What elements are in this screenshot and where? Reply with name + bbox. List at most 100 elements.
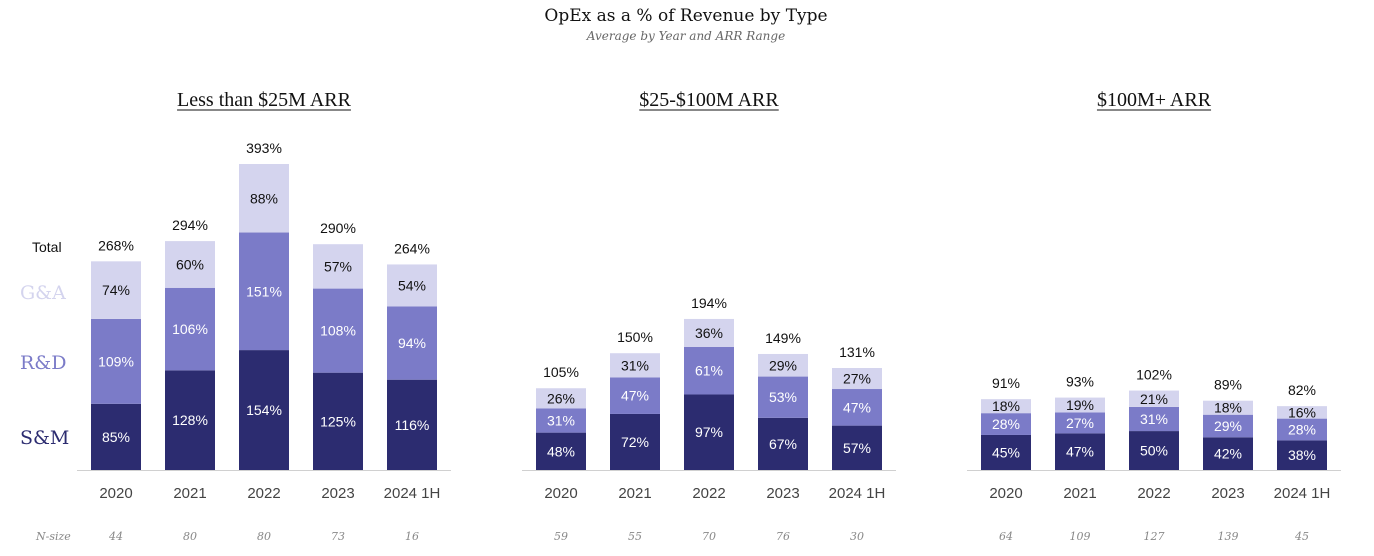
data-label-randd: 28% <box>992 416 1020 432</box>
bar-ganda <box>1277 406 1327 419</box>
data-label-ganda: 60% <box>176 256 204 272</box>
bar-sandm <box>313 372 363 470</box>
bar-sandm <box>1055 433 1105 470</box>
bar-sandm <box>832 425 882 470</box>
bar-sandm <box>610 413 660 470</box>
total-label: 82% <box>1288 382 1316 398</box>
bar-randd <box>387 306 437 380</box>
bar-sandm <box>536 432 586 470</box>
data-label-randd: 27% <box>1066 415 1094 431</box>
bar-sandm <box>165 370 215 470</box>
data-label-ganda: 57% <box>324 258 352 274</box>
bar-ganda <box>165 241 215 288</box>
chart-title: OpEx as a % of Revenue by Type <box>544 6 827 26</box>
data-label-randd: 47% <box>843 399 871 415</box>
total-label: 393% <box>246 140 282 156</box>
total-label: 91% <box>992 375 1020 391</box>
x-tick-label: 2021 <box>1063 485 1096 502</box>
n-size-value: 73 <box>331 530 345 543</box>
data-label-randd: 106% <box>172 321 208 337</box>
bar-ganda <box>1129 390 1179 407</box>
x-tick-label: 2020 <box>989 485 1022 502</box>
bar-ganda <box>832 368 882 390</box>
group-25-100m-arr: $25-$100M ARR 48% 31% 26% 105% 2020 59 72% 47% 31… <box>522 89 896 543</box>
nsize-label: N-size <box>35 530 71 543</box>
data-label-ganda: 54% <box>398 277 426 293</box>
data-label-randd: 61% <box>695 363 723 379</box>
total-label: 131% <box>839 344 875 360</box>
bar-sandm <box>758 417 808 470</box>
n-size-value: 80 <box>257 530 271 543</box>
data-label-sandm: 42% <box>1214 446 1242 462</box>
n-size-value: 109 <box>1070 530 1091 543</box>
bar-ganda <box>981 399 1031 414</box>
n-size-value: 76 <box>776 530 790 543</box>
data-label-ganda: 18% <box>1214 400 1242 416</box>
bar-sandm <box>1203 437 1253 470</box>
bar-randd <box>239 232 289 351</box>
bar-randd <box>684 346 734 395</box>
data-label-sandm: 154% <box>246 402 282 418</box>
total-label: 149% <box>765 330 801 346</box>
x-tick-label: 2023 <box>766 485 799 502</box>
bar-sandm <box>1129 431 1179 470</box>
bar-ganda <box>1203 400 1253 415</box>
data-label-ganda: 16% <box>1288 404 1316 420</box>
bar-randd <box>832 389 882 426</box>
data-label-ganda: 27% <box>843 371 871 387</box>
chart-subtitle: Average by Year and ARR Range <box>586 29 785 43</box>
data-label-sandm: 50% <box>1140 443 1168 459</box>
bar-ganda <box>610 353 660 378</box>
bar-randd <box>536 408 586 433</box>
total-label: 290% <box>320 220 356 236</box>
x-tick-label: 2021 <box>173 485 206 502</box>
data-label-ganda: 21% <box>1140 391 1168 407</box>
data-label-randd: 31% <box>1140 411 1168 427</box>
data-label-ganda: 88% <box>250 190 278 206</box>
n-size-value: 64 <box>999 530 1013 543</box>
data-label-ganda: 36% <box>695 325 723 341</box>
group-less-than-25m-arr: Less than $25M ARR 85% 109% 74% 268% 2020 44 12… <box>77 89 451 543</box>
total-label: 194% <box>691 295 727 311</box>
x-tick-label: 2023 <box>1211 485 1244 502</box>
total-label: 102% <box>1136 367 1172 383</box>
n-size-value: 127 <box>1144 530 1165 543</box>
bar-ganda <box>239 164 289 233</box>
bar-randd <box>610 377 660 414</box>
data-label-randd: 47% <box>621 388 649 404</box>
total-label: 89% <box>1214 377 1242 393</box>
data-label-ganda: 26% <box>547 390 575 406</box>
data-label-randd: 28% <box>1288 422 1316 438</box>
x-tick-label: 2024 1H <box>1274 485 1331 502</box>
data-label-randd: 29% <box>1214 418 1242 434</box>
legend-total: Total <box>32 239 62 255</box>
total-label: 93% <box>1066 374 1094 390</box>
n-size-value: 80 <box>183 530 197 543</box>
data-label-ganda: 31% <box>621 357 649 373</box>
bar-ganda <box>684 318 734 347</box>
data-label-sandm: 38% <box>1288 447 1316 463</box>
data-label-sandm: 48% <box>547 443 575 459</box>
x-tick-label: 2024 1H <box>829 485 886 502</box>
n-size-value: 55 <box>628 530 642 543</box>
data-label-ganda: 74% <box>102 282 130 298</box>
data-label-randd: 108% <box>320 323 356 339</box>
data-label-sandm: 116% <box>395 417 430 433</box>
x-tick-label: 2022 <box>247 485 280 502</box>
data-label-sandm: 125% <box>320 413 356 429</box>
bar-sandm <box>1277 440 1327 470</box>
x-tick-label: 2024 1H <box>384 485 441 502</box>
data-label-randd: 94% <box>398 335 426 351</box>
bar-randd <box>313 288 363 373</box>
data-label-sandm: 72% <box>621 434 649 450</box>
bar-ganda <box>1055 397 1105 413</box>
n-size-value: 30 <box>850 530 864 543</box>
bar-sandm <box>387 379 437 470</box>
x-tick-label: 2022 <box>692 485 725 502</box>
group-title: $25-$100M ARR <box>639 89 779 111</box>
legend-s-and-m: S&M <box>20 427 69 449</box>
data-label-ganda: 19% <box>1066 397 1094 413</box>
bar-sandm <box>239 350 289 470</box>
x-tick-label: 2020 <box>544 485 577 502</box>
data-label-randd: 31% <box>547 413 575 429</box>
